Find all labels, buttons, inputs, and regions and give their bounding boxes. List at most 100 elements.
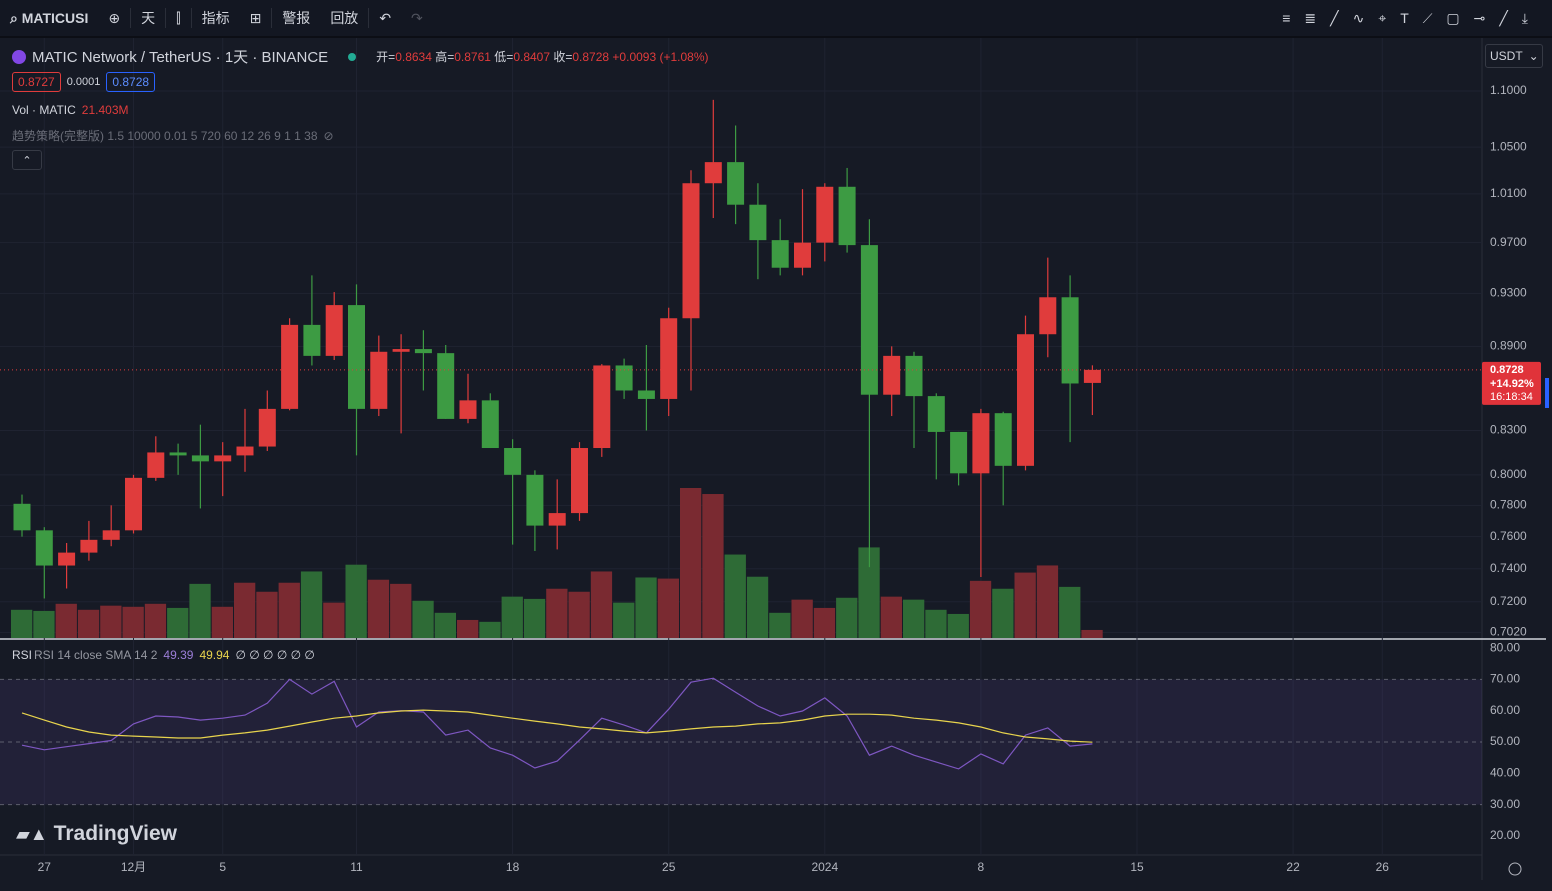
replay[interactable]: 回放 (330, 10, 359, 26)
separator (165, 8, 167, 28)
rsi-name: RSI (12, 648, 33, 662)
candle-body (35, 530, 53, 566)
x-tick-label: 11 (350, 860, 363, 874)
separator (130, 8, 132, 28)
candle-body (526, 474, 544, 526)
layouts[interactable]: ⊞ (249, 9, 262, 26)
candle-body (1083, 369, 1101, 383)
candle-body (303, 324, 321, 356)
candle-body (281, 324, 299, 409)
volume-bar (300, 571, 323, 638)
volume-bar (189, 583, 211, 638)
change: +0.0093 (+1.08%) (612, 50, 709, 64)
redo[interactable]: ↷ (411, 9, 423, 26)
candle-body (548, 513, 566, 526)
candle-body (504, 448, 522, 475)
candle-body (660, 318, 678, 399)
interval[interactable]: 天 (141, 10, 156, 26)
y-tick-label: 20.00 (1490, 828, 1520, 842)
candle-body (80, 539, 98, 553)
price-tag-value: 0.8728 (1490, 364, 1524, 376)
candle-body (972, 413, 990, 474)
value: 0.8407 (513, 50, 551, 64)
volume-bar (813, 607, 836, 638)
y-tick-label: 0.7600 (1490, 529, 1527, 543)
candle-body (1039, 297, 1057, 335)
volume-bar (947, 613, 969, 638)
chart-type[interactable]: ⫿ (176, 9, 181, 26)
logo: ▰▲ (16, 823, 48, 844)
label: 高= (435, 50, 455, 64)
candle-body (1017, 334, 1034, 466)
candle-body (58, 552, 76, 566)
candle-body (370, 351, 388, 409)
volume-bar (657, 578, 679, 638)
undo[interactable]: ↶ (379, 9, 392, 26)
ask[interactable]: 0.8728 (106, 72, 156, 92)
hidden-icon[interactable]: ⊘ (323, 128, 334, 143)
volume-bar (769, 612, 791, 638)
label: 低= (494, 50, 514, 64)
volume-bar (256, 591, 278, 638)
bid[interactable]: 0.8727 (12, 72, 61, 92)
candle-body (682, 183, 700, 319)
volume-bar (11, 609, 33, 638)
toolbar: ⌕ MATICUSI ⊕ 天 ⫿ 指标 ⊞ 警报 回放 ↶ ↷ ≡≣╱∿⌖T⟋▢⊸… (0, 0, 1552, 38)
candle-body (771, 240, 789, 268)
volume-bar (234, 582, 256, 638)
x-tick-label: 26 (1376, 860, 1390, 874)
candle-body (481, 400, 499, 449)
symbol[interactable]: MATICUSI (21, 9, 89, 26)
candle-body (147, 452, 165, 478)
y-tick-label: 0.8900 (1490, 339, 1527, 353)
indicators[interactable]: 指标 (201, 10, 230, 26)
currency[interactable]: USDT (1490, 49, 1523, 63)
rsi-line (21, 709, 1093, 743)
volume-bar (100, 605, 122, 638)
volume-bar (434, 612, 456, 638)
settings-icon[interactable] (1508, 862, 1522, 876)
legend-title: MATIC Network / TetherUS · 1天 · BINANCE … (12, 46, 709, 67)
rsi-value: 49.39 (163, 648, 194, 662)
volume-bar (33, 610, 55, 638)
candle-body (414, 349, 432, 354)
currency-select[interactable]: USDT ⌄ (1485, 44, 1543, 68)
x-tick-label: 12月 (121, 860, 146, 874)
volume-bar (568, 591, 590, 638)
scroll-marker (1545, 378, 1549, 408)
x-tick-label: 27 (38, 860, 52, 874)
volume-bar (635, 577, 657, 638)
candle-body (593, 365, 611, 449)
add-symbol[interactable]: ⊕ (108, 9, 121, 26)
candle-body (13, 503, 31, 531)
symbol-search[interactable]: ⌕ MATICUSI (10, 9, 89, 26)
volume-bar (55, 603, 77, 638)
alerts[interactable]: 警报 (282, 10, 311, 26)
x-tick-label: 22 (1286, 860, 1300, 874)
rsi-tail: ∅ ∅ ∅ ∅ ∅ ∅ (235, 648, 315, 662)
y-tick-label: 1.0100 (1490, 186, 1527, 200)
volume-bar (1036, 565, 1059, 638)
y-tick-label: 0.8000 (1490, 467, 1527, 481)
y-tick-label: 60.00 (1490, 703, 1520, 717)
label: 开= (376, 50, 396, 64)
candle-body (571, 448, 588, 514)
candle-body (348, 305, 365, 409)
collapse-button[interactable]: ⌃ (12, 150, 42, 170)
y-tick-label: 0.9300 (1490, 286, 1527, 300)
strategy: 趋势策略(完整版) 1.5 10000 0.01 5 720 60 12 26 … (12, 129, 318, 143)
volume-bar (412, 600, 434, 638)
volume-bar (1081, 629, 1103, 638)
candle-body (214, 455, 232, 462)
candle-body (392, 349, 410, 352)
x-tick-label: 18 (506, 860, 520, 874)
ohlc: 开=0.8634 高=0.8761 低=0.8407 收=0.8728 +0.0… (376, 48, 708, 65)
y-tick-label: 0.7020 (1490, 624, 1527, 638)
drawing-tools[interactable]: ≡≣╱∿⌖T⟋▢⊸╱⤓ (1282, 9, 1542, 26)
volume-bar (167, 607, 189, 638)
volume-bar (77, 609, 100, 638)
y-tick-label: 0.7200 (1490, 594, 1527, 608)
candle-body (1061, 297, 1079, 384)
